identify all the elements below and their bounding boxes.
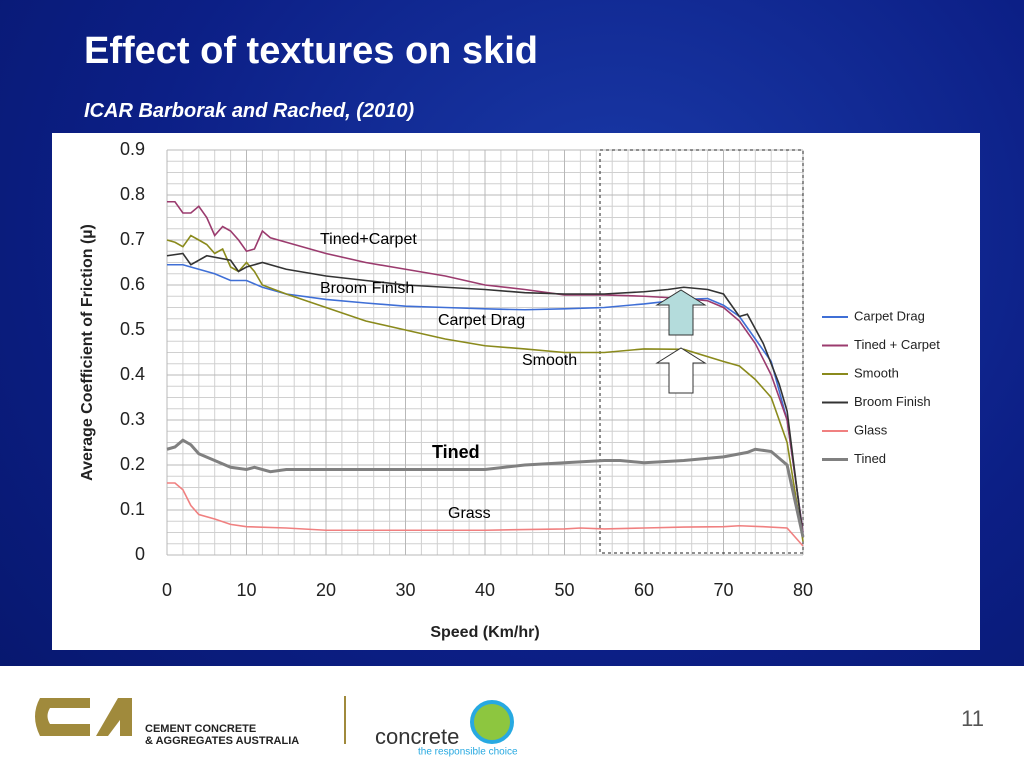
arrow-up-outline [655,347,707,394]
annotation: Carpet Drag [438,312,525,329]
series-line [166,234,804,542]
legend-label: Smooth [854,365,899,380]
annotation: Broom Finish [320,280,414,297]
series-line [167,482,804,547]
annotation: Tined+Carpet [320,231,417,248]
slide-title: Effect of textures on skid [84,30,538,72]
logo-a [96,698,132,736]
legend-label: Carpet Drag [854,308,925,323]
x-tick-label: 0 [162,580,172,600]
highlight-box [599,149,804,554]
y-tick-label: 0.8 [120,184,145,204]
x-tick-label: 80 [793,580,813,600]
legend-label: Glass [854,422,888,437]
x-tick-label: 20 [316,580,336,600]
series-line [167,200,804,533]
series-line [166,438,805,538]
x-tick-label: 70 [713,580,733,600]
slide-subtitle: ICAR Barborak and Rached, (2010) [84,100,415,122]
x-tick-label: 30 [395,580,415,600]
brand-circle [470,700,514,744]
chart-bg [52,133,980,650]
y-tick-label: 0.7 [120,229,145,249]
y-tick-label: 0.2 [120,454,145,474]
x-tick-label: 10 [236,580,256,600]
annotation: Smooth [522,352,577,369]
series-line [166,252,804,538]
x-tick-label: 60 [634,580,654,600]
arrow-up [655,289,707,336]
x-tick-label: 50 [554,580,574,600]
y-tick-label: 0 [135,544,145,564]
legend-label: Tined [854,451,886,466]
y-tick-label: 0.9 [120,139,145,159]
tagline: the responsible choice [418,747,518,758]
y-tick-label: 0.5 [120,319,145,339]
footer-graphics: CEMENT CONCRETE & AGGREGATES AUSTRALIA c… [35,696,984,758]
legend-label: Tined + Carpet [854,337,940,352]
x-axis-label: Speed (Km/hr) [430,624,539,641]
y-tick-label: 0.3 [120,409,145,429]
logo-text: CEMENT CONCRETE [145,723,256,735]
footer: CEMENT CONCRETE & AGGREGATES AUSTRALIA c… [0,666,1024,768]
annotation: Grass [448,505,491,522]
brand: concrete [375,724,459,749]
logo-c [35,698,90,736]
annotation: Tined [432,442,480,462]
chart: 0 0.1 0.2 0.3 0.4 0.5 0.6 0.7 0.8 0.9 0 10 20 30 40 50 6… [52,133,980,650]
y-tick-label: 0.4 [120,364,145,384]
legend-label: Broom Finish [854,394,931,409]
y-axis-label: Average Coefficient of Friction (µ) [79,224,96,481]
x-tick-label: 40 [475,580,495,600]
y-tick-label: 0.1 [120,499,145,519]
page-number: 11 [961,706,984,731]
y-tick-label: 0.6 [120,274,145,294]
logo-text: & AGGREGATES AUSTRALIA [145,735,299,747]
